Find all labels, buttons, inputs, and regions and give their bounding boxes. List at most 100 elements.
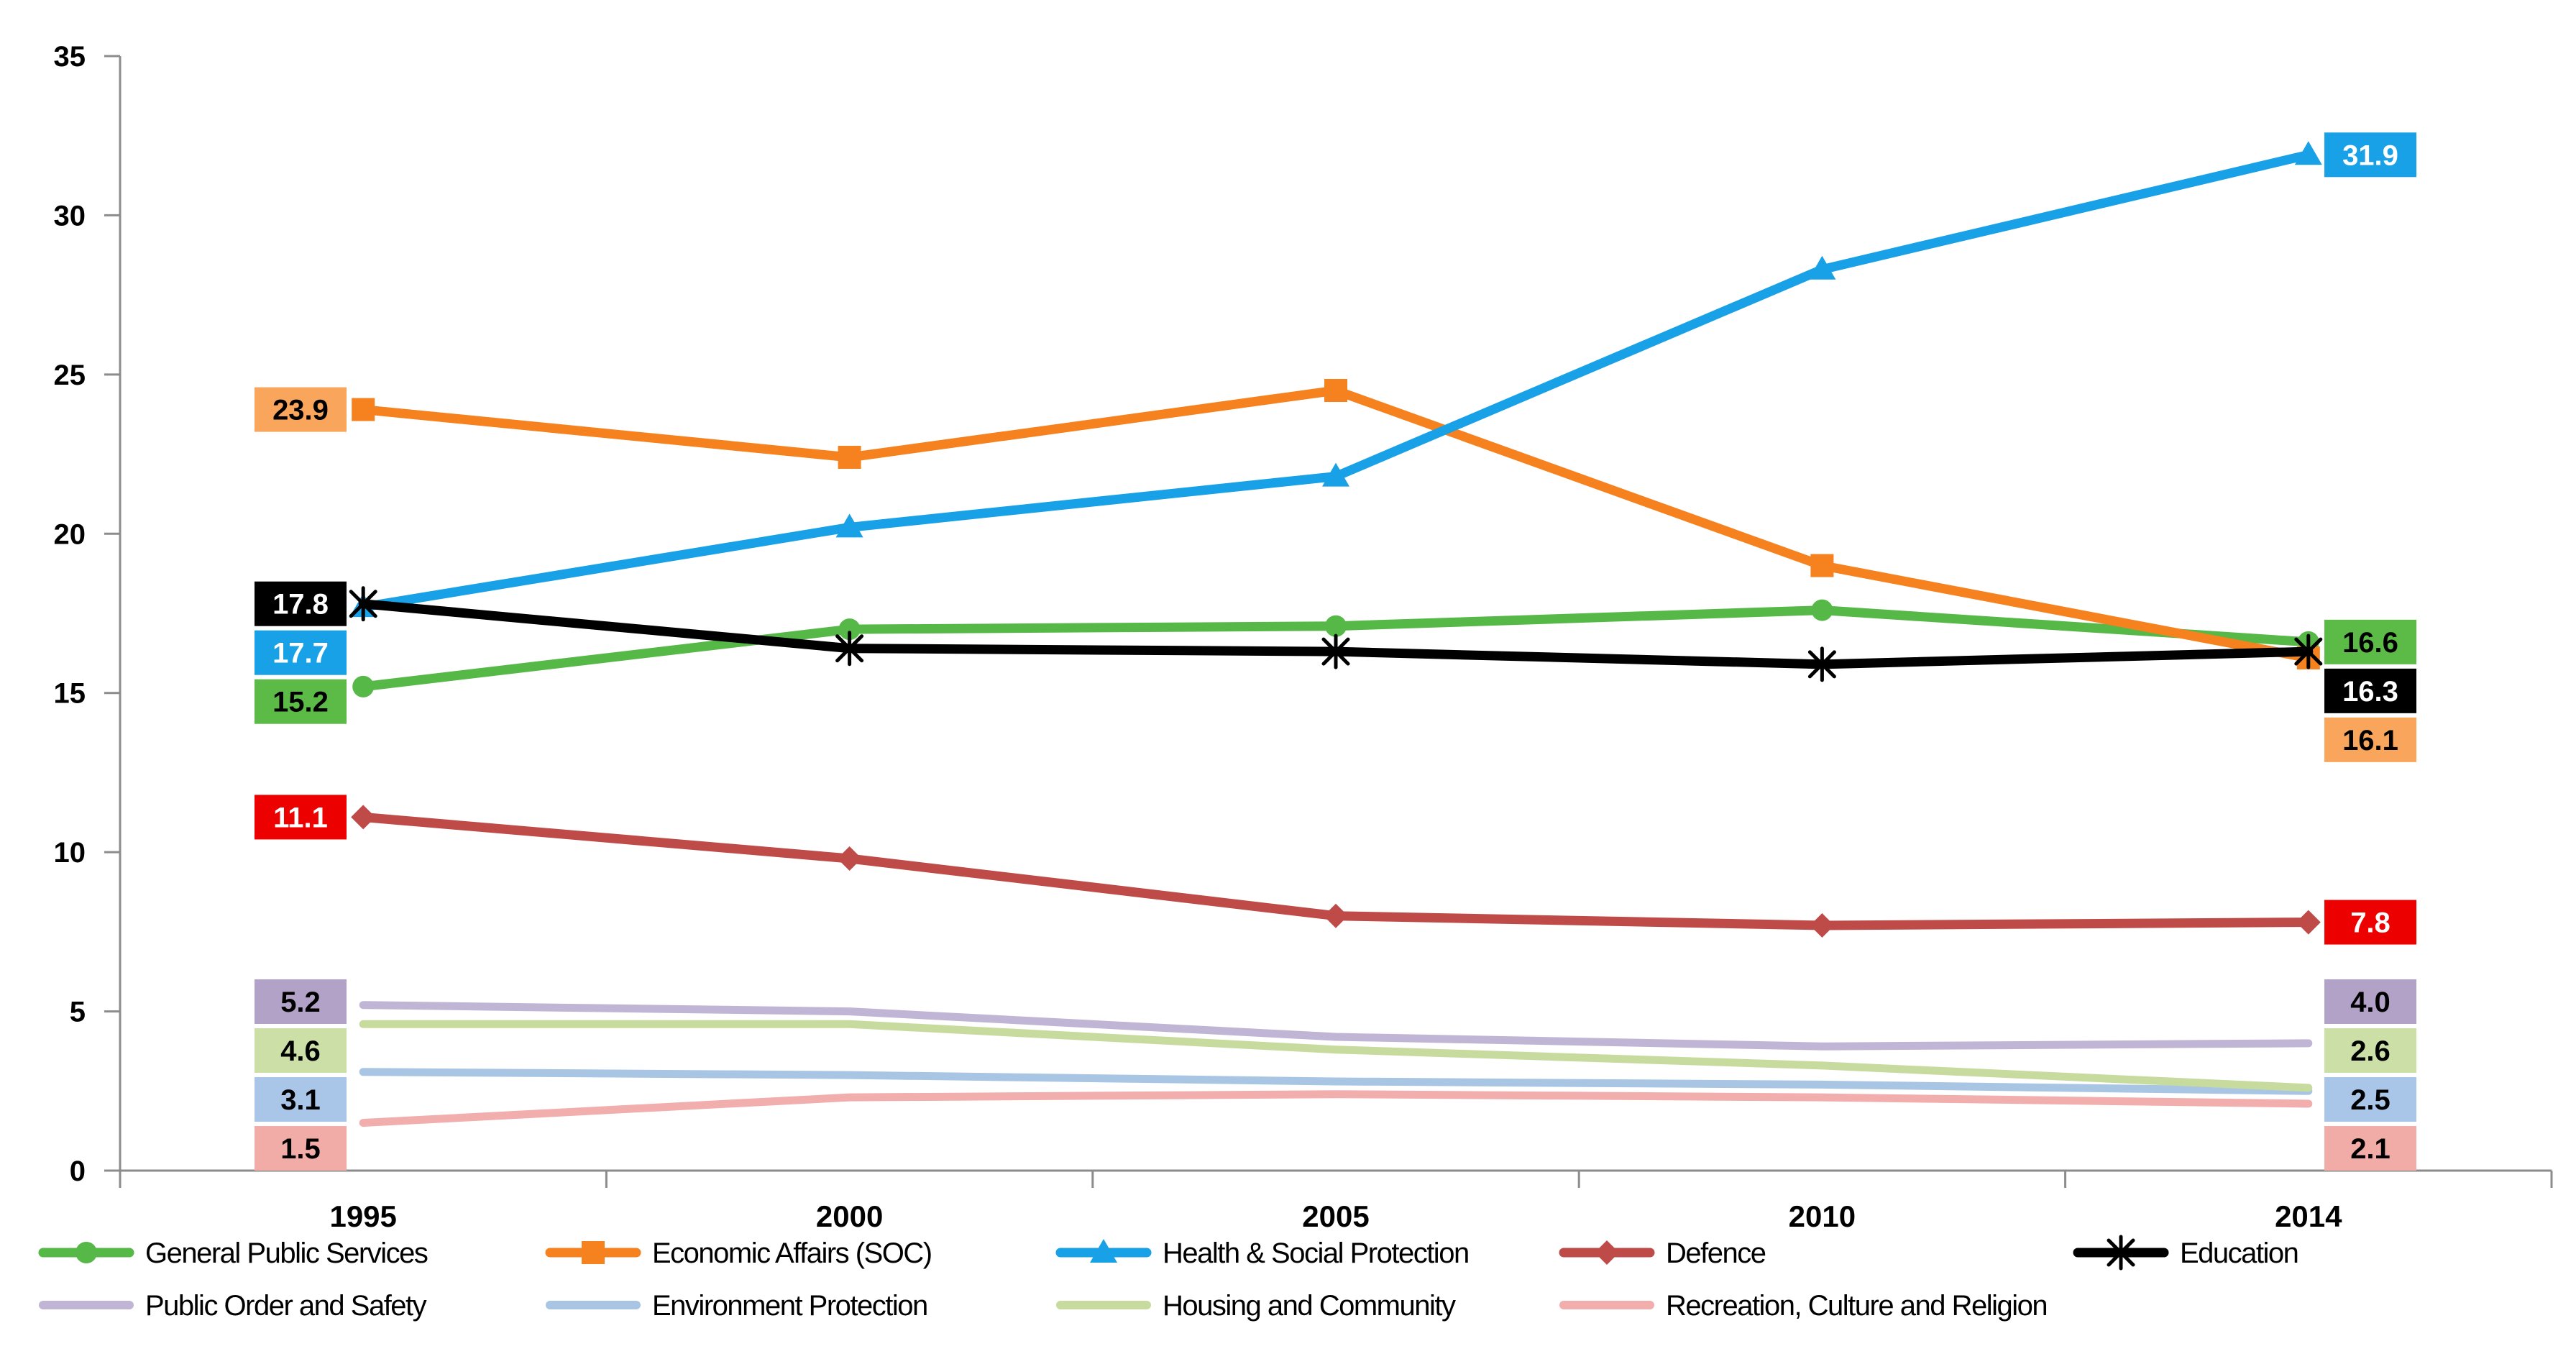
data-label-value: 16.6: [2342, 627, 2398, 659]
data-label-public-order-and-safety-right: 4.0: [2324, 979, 2416, 1024]
marker-triangle: [1090, 1239, 1117, 1263]
series-line-housing-and-community: [359, 1020, 2313, 1092]
marker-diamond: [837, 846, 862, 871]
legend-item-label: Education: [2180, 1237, 2298, 1269]
marker-square: [352, 398, 375, 421]
data-label-box: [2324, 1077, 2416, 1122]
data-label-value: 23.9: [272, 395, 329, 426]
data-label-recreation-culture-and-religion-right: 2.1: [2324, 1126, 2416, 1171]
data-label-value: 3.1: [280, 1084, 321, 1116]
marker-triangle: [1322, 462, 1349, 487]
data-label-box: [2324, 1126, 2416, 1171]
marker-circle: [1325, 615, 1347, 637]
data-label-box: [255, 1028, 347, 1073]
data-label-value: 31.9: [2342, 139, 2398, 171]
data-label-defence-left: 11.1: [255, 795, 347, 840]
marker-diamond: [1810, 913, 1835, 938]
asterisk-spoke: [1321, 637, 1350, 666]
series-housing-and-community: [359, 1020, 2313, 1092]
asterisk-spoke: [349, 590, 377, 618]
data-label-box: [2324, 717, 2416, 762]
data-label-value: 1.5: [280, 1133, 321, 1165]
series-general-public-services: [352, 599, 2319, 697]
data-label-economic-affairs-soc-right: 16.1: [2324, 717, 2416, 762]
series-line-recreation-culture-and-religion: [359, 1090, 2313, 1127]
data-label-box: [255, 795, 347, 840]
data-label-environment-protection-right: 2.5: [2324, 1077, 2416, 1122]
marker-circle: [75, 1242, 97, 1263]
data-label-value: 17.8: [272, 589, 329, 621]
data-label-recreation-culture-and-religion-left: 1.5: [255, 1126, 347, 1171]
asterisk-spoke: [1807, 650, 1836, 679]
data-label-health-social-protection-right: 31.9: [2324, 132, 2416, 178]
legend-item-label: Recreation, Culture and Religion: [1666, 1290, 2047, 1322]
y-tick-label: 0: [70, 1156, 86, 1187]
data-label-box: [255, 679, 347, 724]
data-label-value: 16.3: [2342, 676, 2398, 708]
legend-item-label: Environment Protection: [652, 1290, 927, 1322]
x-category-label: 2014: [2275, 1199, 2342, 1233]
data-label-value: 17.7: [272, 638, 329, 669]
marker-asterisk: [835, 631, 864, 667]
data-label-box: [255, 1077, 347, 1122]
data-label-box: [2324, 1028, 2416, 1073]
data-label-general-public-services-right: 16.6: [2324, 619, 2416, 664]
data-label-education-right: 16.3: [2324, 668, 2416, 713]
marker-circle: [352, 675, 375, 697]
data-label-environment-protection-left: 3.1: [255, 1077, 347, 1122]
marker-asterisk: [2294, 633, 2323, 669]
data-label-value: 4.0: [2350, 987, 2391, 1018]
data-label-housing-and-community-right: 2.6: [2324, 1028, 2416, 1073]
legend-item-label: Health & Social Protection: [1163, 1237, 1469, 1269]
legend-item-label: Housing and Community: [1163, 1290, 1456, 1322]
marker-asterisk: [1807, 646, 1836, 682]
x-category-label: 2005: [1302, 1199, 1369, 1233]
legend-item-education: Education: [2073, 1235, 2299, 1271]
marker-diamond: [1324, 903, 1348, 928]
legend-item-environment-protection: Environment Protection: [546, 1290, 928, 1322]
data-label-education-left: 17.8: [255, 581, 347, 626]
y-tick-label: 35: [54, 41, 86, 73]
data-label-box: [2324, 979, 2416, 1024]
data-label-value: 7.8: [2350, 907, 2391, 939]
marker-triangle: [2294, 141, 2322, 165]
series-education: [349, 586, 2323, 682]
marker-diamond: [351, 805, 376, 830]
data-label-value: 4.6: [280, 1035, 321, 1067]
data-label-general-public-services-left: 15.2: [255, 679, 347, 724]
y-tick-label: 10: [54, 837, 86, 869]
marker-circle: [838, 618, 861, 641]
marker-triangle: [835, 513, 863, 538]
series-environment-protection: [359, 1068, 2313, 1095]
legend-item-label: General Public Services: [145, 1237, 428, 1269]
asterisk-spoke: [835, 634, 864, 663]
y-tick-label: 20: [54, 518, 86, 550]
x-category-label: 1995: [329, 1199, 396, 1233]
marker-square: [1324, 379, 1347, 402]
data-label-value: 5.2: [280, 987, 321, 1018]
marker-square: [582, 1241, 605, 1264]
legend-item-housing-and-community: Housing and Community: [1056, 1290, 1457, 1322]
data-label-public-order-and-safety-left: 5.2: [255, 979, 347, 1024]
marker-circle: [1811, 599, 1833, 621]
series-line-public-order-and-safety: [359, 1001, 2313, 1051]
x-category-label: 2010: [1789, 1199, 1856, 1233]
legend-item-label: Public Order and Safety: [145, 1290, 427, 1322]
data-label-box: [255, 581, 347, 626]
data-label-health-social-protection-left: 17.7: [255, 630, 347, 675]
data-label-value: 11.1: [273, 802, 328, 833]
legend-item-public-order-and-safety: Public Order and Safety: [39, 1290, 428, 1322]
asterisk-spoke: [2107, 1238, 2135, 1267]
series-line-environment-protection: [359, 1068, 2313, 1095]
y-tick-label: 30: [54, 200, 86, 232]
marker-square: [838, 446, 861, 469]
data-label-defence-right: 7.8: [2324, 900, 2416, 945]
series-public-order-and-safety: [359, 1001, 2313, 1051]
data-label-value: 2.5: [2350, 1084, 2391, 1116]
data-label-housing-and-community-left: 4.6: [255, 1028, 347, 1073]
legend-item-defence: Defence: [1559, 1237, 1766, 1269]
y-tick-label: 25: [54, 360, 86, 391]
legend-item-health-social-protection: Health & Social Protection: [1055, 1237, 1470, 1269]
legend-item-recreation-culture-and-religion: Recreation, Culture and Religion: [1559, 1290, 2048, 1322]
